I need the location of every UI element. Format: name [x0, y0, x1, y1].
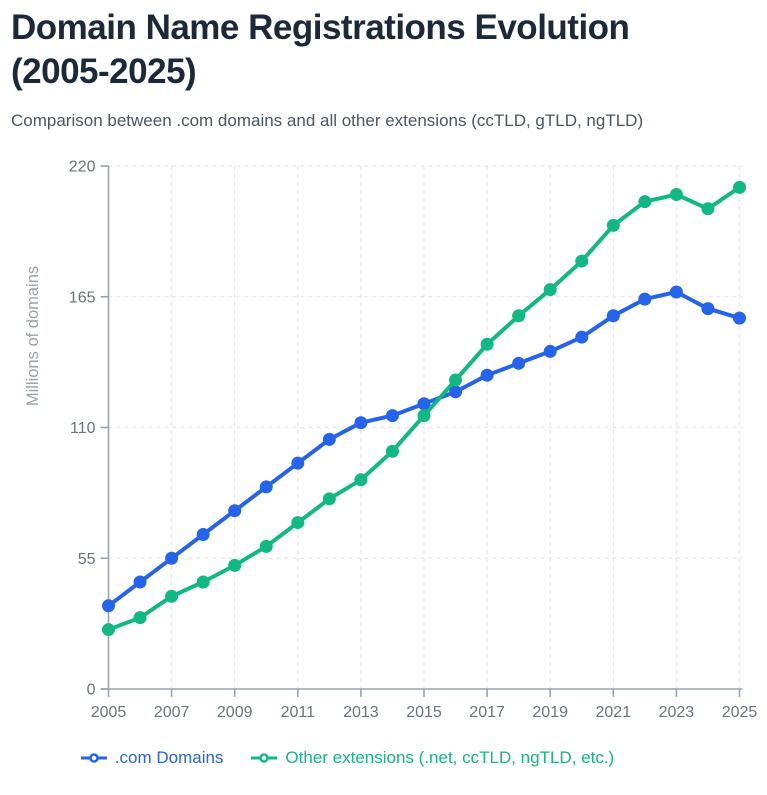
data-point[interactable] — [543, 283, 557, 297]
data-point[interactable] — [512, 356, 526, 370]
data-point[interactable] — [575, 254, 589, 268]
data-point[interactable] — [165, 589, 179, 603]
data-point[interactable] — [291, 516, 305, 530]
data-point[interactable] — [228, 504, 242, 518]
x-tick-label: 2021 — [596, 704, 632, 721]
data-point[interactable] — [385, 409, 399, 423]
data-point[interactable] — [733, 311, 746, 325]
data-point[interactable] — [701, 302, 715, 316]
x-tick-label: 2015 — [406, 704, 442, 721]
data-point[interactable] — [638, 292, 652, 306]
x-tick-label: 2007 — [154, 704, 190, 721]
data-point[interactable] — [354, 473, 368, 487]
data-point[interactable] — [701, 202, 715, 216]
line-chart[interactable]: 0 55 110 165 220 2005 2007 2009 2011 2013 2015 2017… — [0, 150, 767, 735]
data-point[interactable] — [165, 551, 179, 565]
legend: .com Domains Other extensions (.net, ccTL… — [0, 748, 767, 768]
y-tick-label: 165 — [69, 289, 96, 306]
x-tick-label: 2025 — [722, 704, 758, 721]
y-tick-label: 220 — [69, 159, 96, 176]
chart-area: 0 55 110 165 220 2005 2007 2009 2011 2013 2015 2017… — [0, 150, 767, 735]
legend-item-label: .com Domains — [114, 748, 224, 767]
data-point[interactable] — [196, 527, 210, 541]
y-tick-label: 0 — [87, 682, 96, 699]
data-point[interactable] — [259, 539, 273, 553]
data-point[interactable] — [449, 385, 463, 399]
page-subtitle: Comparison between .com domains and all … — [11, 111, 644, 130]
data-point[interactable] — [291, 456, 305, 470]
x-tick-label: 2013 — [343, 704, 379, 721]
data-point[interactable] — [228, 558, 242, 572]
data-point[interactable] — [102, 623, 115, 637]
data-point[interactable] — [354, 416, 368, 430]
data-point[interactable] — [512, 309, 526, 323]
data-point[interactable] — [259, 480, 273, 494]
x-tick-label: 2023 — [659, 704, 695, 721]
data-point[interactable] — [133, 575, 147, 589]
data-point[interactable] — [543, 344, 557, 358]
data-point[interactable] — [480, 368, 494, 382]
x-tick-label: 2005 — [91, 704, 127, 721]
legend-marker-icon — [80, 753, 107, 763]
data-point[interactable] — [102, 599, 115, 613]
legend-marker-icon — [251, 753, 278, 763]
data-point[interactable] — [417, 397, 431, 411]
header: Domain Name Registrations Evolution (200… — [0, 0, 767, 132]
data-point[interactable] — [669, 285, 683, 299]
data-point[interactable] — [417, 409, 431, 423]
y-tick-label: 110 — [70, 420, 96, 437]
x-tick-label: 2011 — [281, 704, 316, 721]
data-point[interactable] — [638, 195, 652, 209]
page-title: Domain Name Registrations Evolution (200… — [11, 8, 630, 91]
y-tick-label: 55 — [78, 551, 96, 568]
x-tick-label: 2009 — [217, 704, 253, 721]
legend-item-label: Other extensions (.net, ccTLD, ngTLD, et… — [285, 748, 615, 767]
data-point[interactable] — [669, 188, 683, 202]
data-point[interactable] — [322, 492, 336, 506]
data-point[interactable] — [133, 611, 147, 625]
legend-item-0[interactable]: .com Domains — [80, 748, 224, 768]
legend-item-1[interactable]: Other extensions (.net, ccTLD, ngTLD, et… — [251, 748, 614, 768]
data-point[interactable] — [606, 309, 620, 323]
y-axis-title: Millions of domains — [24, 266, 42, 406]
x-tick-label: 2019 — [532, 704, 568, 721]
data-point[interactable] — [733, 180, 746, 194]
data-point[interactable] — [575, 330, 589, 344]
data-point[interactable] — [322, 432, 336, 446]
data-point[interactable] — [449, 373, 463, 387]
data-point[interactable] — [480, 337, 494, 351]
data-point[interactable] — [606, 218, 620, 232]
data-point[interactable] — [196, 575, 210, 589]
data-point[interactable] — [385, 444, 399, 458]
x-tick-label: 2017 — [469, 704, 505, 721]
